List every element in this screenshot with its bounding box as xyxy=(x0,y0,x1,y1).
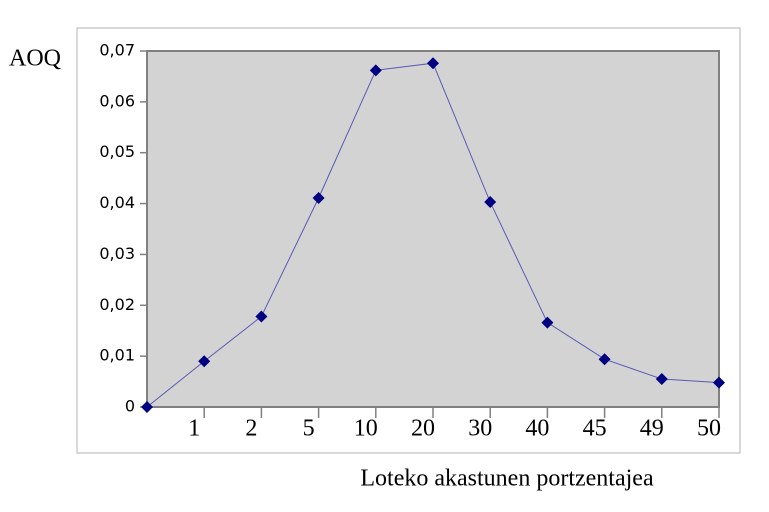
data-marker xyxy=(141,401,153,413)
x-tick-label: 30 xyxy=(468,416,492,442)
data-marker xyxy=(255,310,268,323)
x-tick-label: 5 xyxy=(303,416,315,442)
y-tick-label: 0,07 xyxy=(99,41,135,60)
x-tick-label: 10 xyxy=(354,416,378,442)
x-tick-label: 40 xyxy=(525,416,549,442)
x-axis-title: Loteko akastunen portzentajea xyxy=(360,466,654,492)
data-marker xyxy=(541,316,554,329)
y-tick-label: 0,03 xyxy=(99,244,135,263)
data-marker xyxy=(198,355,211,368)
x-tick-label: 49 xyxy=(640,416,664,442)
data-marker xyxy=(655,373,668,386)
y-tick-label: 0 xyxy=(125,397,135,416)
x-tick-label: 2 xyxy=(245,416,257,442)
x-tick-label: 45 xyxy=(583,416,607,442)
data-marker xyxy=(312,191,325,204)
x-tick-label: 1 xyxy=(188,416,200,442)
x-tick-label: 20 xyxy=(411,416,435,442)
y-tick-label: 0,04 xyxy=(99,193,135,212)
x-tick-label: 50 xyxy=(697,416,721,442)
y-tick-label: 0,01 xyxy=(99,346,135,365)
y-tick-label: 0,02 xyxy=(99,295,135,314)
data-marker xyxy=(369,64,382,77)
data-marker xyxy=(427,57,439,70)
y-tick-label: 0,06 xyxy=(99,91,135,110)
y-tick-label: 0,05 xyxy=(99,142,135,161)
plot-area xyxy=(146,50,720,408)
data-marker xyxy=(598,353,611,366)
data-marker xyxy=(713,376,725,389)
y-axis-title: AOQ xyxy=(9,46,61,72)
data-marker xyxy=(484,196,497,209)
